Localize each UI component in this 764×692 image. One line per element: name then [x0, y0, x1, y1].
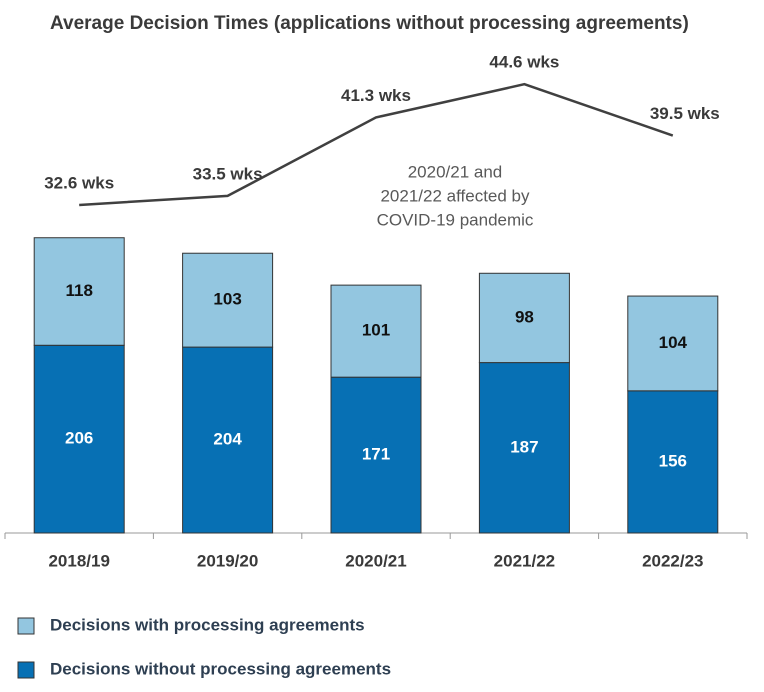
line-label: 44.6 wks [489, 53, 559, 72]
bar-segment [182, 346, 274, 534]
bar-segment [33, 344, 125, 534]
x-tick-label: 2020/21 [345, 551, 406, 570]
legend-label: Decisions without processing agreements [50, 659, 391, 678]
legend-swatch [17, 661, 35, 679]
line-label: 41.3 wks [341, 86, 411, 105]
data-label: 171 [362, 445, 390, 464]
data-label: 101 [362, 321, 390, 340]
x-tick-label: 2019/20 [197, 551, 258, 570]
x-tick-label: 2018/19 [48, 551, 109, 570]
line-label: 39.5 wks [650, 104, 720, 123]
x-tick-label: 2021/22 [494, 551, 555, 570]
data-label: 118 [65, 281, 92, 300]
data-label: 187 [510, 437, 538, 456]
line-label: 33.5 wks [193, 164, 263, 183]
data-label: 206 [65, 429, 93, 448]
chart-title: Average Decision Times (applications wit… [50, 13, 689, 34]
bar-segment [33, 237, 125, 346]
data-label: 104 [659, 333, 688, 352]
data-label: 103 [213, 290, 241, 309]
data-label: 204 [213, 430, 242, 449]
bar-segment [478, 362, 570, 534]
bar-segment [330, 376, 422, 534]
data-label: 156 [659, 451, 687, 470]
bar-segment [478, 272, 570, 364]
bar-segment [330, 284, 422, 378]
line-label: 32.6 wks [44, 173, 114, 192]
line [79, 82, 674, 207]
annotation: 2020/21 and [408, 162, 503, 181]
bar-segment [627, 390, 719, 534]
x-tick-label: 2022/23 [642, 551, 703, 570]
bar-segment [182, 252, 274, 348]
legend-label: Decisions with processing agreements [50, 615, 365, 634]
annotation: COVID-19 pandemic [377, 210, 534, 229]
legend-swatch [17, 617, 35, 635]
annotation: 2021/22 affected by [380, 186, 530, 205]
data-label: 98 [515, 307, 534, 326]
bar-segment [627, 295, 719, 392]
